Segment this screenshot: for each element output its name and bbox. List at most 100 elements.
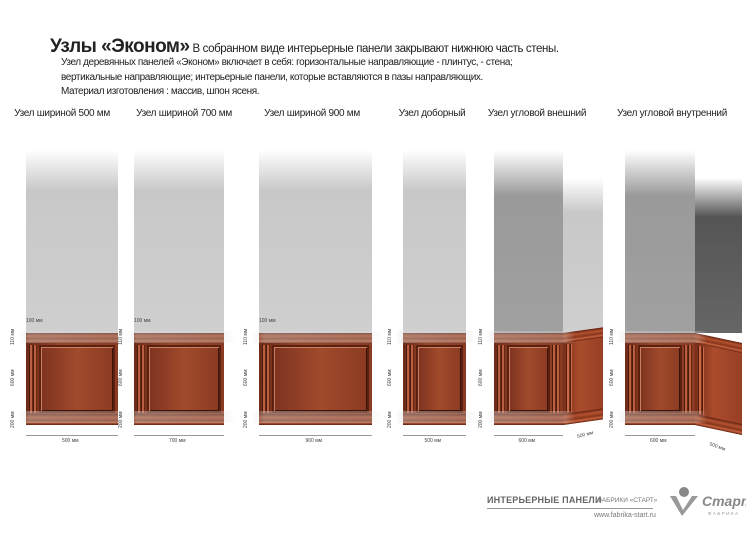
- description: Узел деревянных панелей «Эконом» включае…: [61, 56, 513, 100]
- footer-factory: ФАБРИКИ «СТАРТ»: [597, 497, 658, 504]
- dim-skirting: 200 мм: [387, 411, 393, 428]
- top-dimension: 100 мм: [259, 318, 276, 324]
- width-dimension: 500 мм: [424, 438, 442, 444]
- guide-highlight: [251, 411, 384, 423]
- dim-top-rail: 110 мм: [118, 328, 124, 345]
- panel-field: [638, 345, 682, 413]
- wall-backdrop: [26, 150, 118, 333]
- side-wall: [695, 178, 742, 333]
- wall-backdrop: [403, 150, 466, 333]
- dim-panel-height: 600 мм: [243, 369, 249, 386]
- vertical-guide: [628, 345, 636, 413]
- panel-field: [507, 345, 550, 413]
- width-line: [134, 435, 224, 436]
- panel-field: [147, 345, 221, 413]
- skirting: [259, 414, 372, 425]
- wood-panel: [494, 333, 563, 425]
- title-main: Узлы «Эконом»: [50, 36, 190, 57]
- dim-panel-height: 600 мм: [387, 369, 393, 386]
- skirting: [403, 414, 466, 425]
- desc-line: вертикальные направляющие; интерьерные п…: [61, 71, 483, 83]
- guide-highlight: [126, 411, 236, 423]
- dim-skirting: 200 мм: [243, 411, 249, 428]
- vertical-guide: [684, 345, 692, 413]
- dim-skirting: 200 мм: [10, 411, 16, 428]
- unit-label: Узел угловой внутренний: [616, 108, 728, 119]
- dim-panel-height: 600 мм: [478, 369, 484, 386]
- wall-backdrop: [134, 150, 224, 333]
- top-rail: [403, 333, 466, 343]
- skirting: [625, 414, 695, 425]
- desc-line: Материал изготовления : массив, шпон ясе…: [61, 86, 260, 97]
- guide-highlight: [18, 331, 130, 343]
- vertical-guide: [552, 345, 560, 413]
- dim-top-rail: 110 мм: [10, 328, 16, 345]
- width-dimension: 500 мм: [62, 438, 79, 444]
- skirting: [134, 414, 224, 425]
- top-dimension: 100 мм: [134, 318, 151, 324]
- top-rail: [494, 333, 563, 343]
- top-rail: [259, 333, 372, 343]
- side-wall: [563, 178, 603, 333]
- unit-label: Узел угловой внешний: [487, 108, 587, 119]
- top-dimension: 100 мм: [26, 318, 43, 324]
- wall-backdrop: [259, 150, 372, 333]
- top-rail: [26, 333, 118, 343]
- guide-highlight: [395, 331, 478, 343]
- width-line: [403, 435, 466, 436]
- vertical-guide: [497, 345, 505, 413]
- width-line: [625, 435, 695, 436]
- dim-top-rail: 110 мм: [387, 328, 393, 345]
- width-line: [494, 435, 563, 436]
- vertical-guide: [29, 345, 37, 413]
- width-dimension: 600 мм: [518, 438, 536, 444]
- start-logo: Старт ФАБРИКА: [668, 484, 753, 520]
- page-title: Узлы «Эконом» В собранном виде интерьерны…: [50, 36, 559, 58]
- guide-highlight: [486, 411, 575, 423]
- dim-skirting: 200 мм: [118, 411, 124, 428]
- dim-skirting: 200 мм: [609, 411, 615, 428]
- guide-highlight: [617, 411, 707, 423]
- guide-highlight: [617, 331, 707, 343]
- side-dimension: 500 мм: [576, 429, 595, 441]
- panel-field: [272, 345, 369, 413]
- dim-panel-height: 600 мм: [10, 369, 16, 386]
- vertical-guide: [137, 345, 145, 413]
- dim-panel-height: 600 мм: [118, 369, 124, 386]
- unit-label: Узел доборный: [398, 108, 466, 119]
- vertical-guide: [406, 345, 414, 413]
- wood-panel: [134, 333, 224, 425]
- wall-backdrop: [625, 150, 695, 333]
- side-dimension: 500 мм: [708, 441, 727, 453]
- dim-top-rail: 110 мм: [478, 328, 484, 345]
- width-line: [26, 435, 118, 436]
- dim-top-rail: 110 мм: [609, 328, 615, 345]
- width-dimension: 700 мм: [169, 438, 186, 444]
- dim-skirting: 200 мм: [478, 411, 484, 428]
- guide-highlight: [395, 411, 478, 423]
- wood-panel: [625, 333, 695, 425]
- width-line: [259, 435, 372, 436]
- svg-text:Старт: Старт: [702, 493, 746, 509]
- unit-label: Узел шириной 500 мм: [14, 108, 110, 119]
- dim-panel-height: 600 мм: [609, 369, 615, 386]
- vertical-guide: [262, 345, 270, 413]
- skirting: [494, 414, 563, 425]
- guide-highlight: [251, 331, 384, 343]
- unit-label: Узел шириной 900 мм: [264, 108, 360, 119]
- desc-line: Узел деревянных панелей «Эконом» включае…: [61, 57, 513, 68]
- top-rail: [625, 333, 695, 343]
- unit-label: Узел шириной 700 мм: [136, 108, 232, 119]
- wall-backdrop: [494, 150, 563, 333]
- guide-highlight: [126, 331, 236, 343]
- dim-top-rail: 110 мм: [243, 328, 249, 345]
- width-dimension: 600 мм: [650, 438, 667, 444]
- guide-highlight: [486, 331, 575, 343]
- width-dimension: 900 мм: [305, 438, 323, 444]
- wood-panel: [403, 333, 466, 425]
- wood-panel: [26, 333, 118, 425]
- svg-text:ФАБРИКА: ФАБРИКА: [708, 511, 740, 516]
- panel-field: [416, 345, 463, 413]
- footer-url[interactable]: www.fabrika-start.ru: [594, 512, 656, 519]
- guide-highlight: [18, 411, 130, 423]
